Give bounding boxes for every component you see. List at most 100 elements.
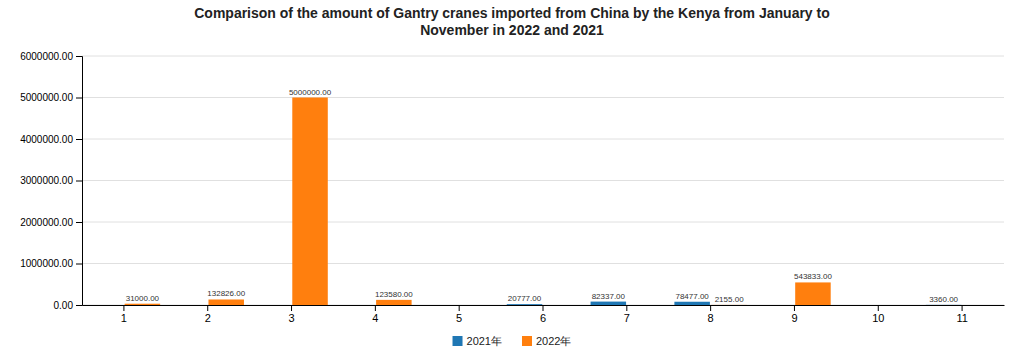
y-tick-label: 2000000.00 — [20, 217, 73, 228]
y-tick-label: 3000000.00 — [20, 175, 73, 186]
chart-svg: Comparison of the amount of Gantry crane… — [0, 0, 1024, 355]
x-tick-label: 9 — [791, 312, 797, 324]
bar — [208, 299, 243, 305]
x-tick-label: 4 — [372, 312, 378, 324]
data-label: 78477.00 — [675, 292, 709, 301]
title-line: Comparison of the amount of Gantry crane… — [194, 5, 830, 21]
legend-swatch — [453, 336, 463, 346]
y-tick: 1000000.00 — [20, 258, 82, 269]
bar — [544, 305, 579, 306]
bar — [292, 98, 327, 306]
bar — [711, 304, 746, 305]
x-tick: 6 — [540, 305, 546, 324]
y-tick-label: 1000000.00 — [20, 258, 73, 269]
x-tick: 2 — [205, 305, 211, 324]
grid-line — [82, 180, 1004, 181]
x-tick-mark — [794, 305, 795, 311]
grid-line — [82, 263, 1004, 264]
data-label: 3360.00 — [929, 295, 958, 304]
x-tick-mark — [375, 305, 376, 311]
bar — [339, 305, 374, 306]
x-tick-label: 3 — [288, 312, 294, 324]
y-tick: 3000000.00 — [20, 175, 82, 186]
y-tick-label: 0.00 — [54, 300, 74, 311]
y-tick: 2000000.00 — [20, 217, 82, 228]
x-tick: 8 — [708, 305, 714, 324]
y-tick-mark — [76, 222, 82, 223]
x-tick-mark — [459, 305, 460, 311]
bar — [88, 305, 123, 306]
x-tick-label: 11 — [956, 312, 967, 324]
legend: 2021年 2022年 — [453, 335, 572, 347]
legend-label: 2022年 — [536, 335, 571, 347]
x-tick-mark — [291, 305, 292, 311]
x-axis: 1 2 3 4 5 6 7 8 9 10 11 — [83, 305, 1005, 324]
grid-line — [82, 56, 1004, 57]
data-label: 20777.00 — [508, 294, 542, 303]
y-tick-mark — [76, 181, 82, 182]
x-tick: 9 — [791, 305, 797, 324]
data-label: 543833.00 — [794, 272, 832, 281]
data-label: 82337.00 — [592, 292, 626, 301]
y-tick-label: 5000000.00 — [20, 92, 73, 103]
y-tick-label: 4000000.00 — [20, 134, 73, 145]
y-tick: 5000000.00 — [20, 92, 82, 103]
x-tick-mark — [626, 305, 627, 311]
x-tick: 7 — [624, 305, 630, 324]
bar — [879, 305, 914, 306]
bar — [963, 305, 998, 306]
legend-swatch — [522, 336, 532, 346]
bar — [423, 305, 458, 306]
bar — [255, 305, 290, 306]
bars — [125, 98, 962, 306]
bar — [171, 305, 206, 306]
y-tick-mark — [76, 305, 82, 306]
legend-label: 2021年 — [467, 335, 502, 347]
bar — [125, 304, 160, 305]
bar — [758, 305, 793, 306]
bar — [460, 305, 495, 306]
x-tick-mark — [123, 305, 124, 311]
plot: 0.00 1000000.00 2000000.00 3000000.00 400000… — [20, 51, 1004, 324]
y-tick-mark — [76, 56, 82, 57]
x-tick-label: 7 — [624, 312, 630, 324]
x-tick-label: 1 — [121, 312, 127, 324]
y-tick: 0.00 — [54, 300, 82, 311]
data-label: 123580.00 — [375, 290, 413, 299]
x-tick: 3 — [288, 305, 294, 324]
x-tick: 10 — [872, 305, 884, 324]
x-tick-mark — [207, 305, 208, 311]
grid-line — [82, 222, 1004, 223]
legend-item: 2021年 — [453, 335, 502, 347]
x-tick: 11 — [956, 305, 967, 324]
bar — [507, 304, 542, 305]
bar-series — [125, 98, 831, 306]
x-tick-label: 2 — [205, 312, 211, 324]
y-tick: 4000000.00 — [20, 134, 82, 145]
x-tick: 1 — [121, 305, 127, 324]
x-tick-label: 8 — [708, 312, 714, 324]
data-label: 132826.00 — [207, 289, 245, 298]
title: Comparison of the amount of Gantry crane… — [194, 5, 830, 38]
y-tick-mark — [76, 98, 82, 99]
bar — [926, 304, 961, 305]
data-label: 2155.00 — [715, 295, 744, 304]
y-axis-line — [76, 57, 83, 306]
bar — [795, 282, 830, 305]
x-tick: 4 — [372, 305, 378, 324]
x-tick-label: 5 — [456, 312, 462, 324]
chart-container: Comparison of the amount of Gantry crane… — [0, 0, 1024, 355]
x-tick-mark — [710, 305, 711, 311]
grid-line — [82, 97, 1004, 98]
bar — [628, 305, 663, 306]
y-tick-mark — [76, 264, 82, 265]
x-tick-mark — [543, 305, 544, 311]
y-tick-mark — [76, 139, 82, 140]
bar — [674, 302, 709, 305]
y-tick-label: 6000000.00 — [20, 51, 73, 62]
bar — [842, 305, 877, 306]
data-label: 5000000.00 — [289, 88, 332, 97]
grid — [82, 56, 1004, 305]
x-tick-mark — [962, 305, 963, 311]
y-tick: 6000000.00 — [20, 51, 82, 62]
